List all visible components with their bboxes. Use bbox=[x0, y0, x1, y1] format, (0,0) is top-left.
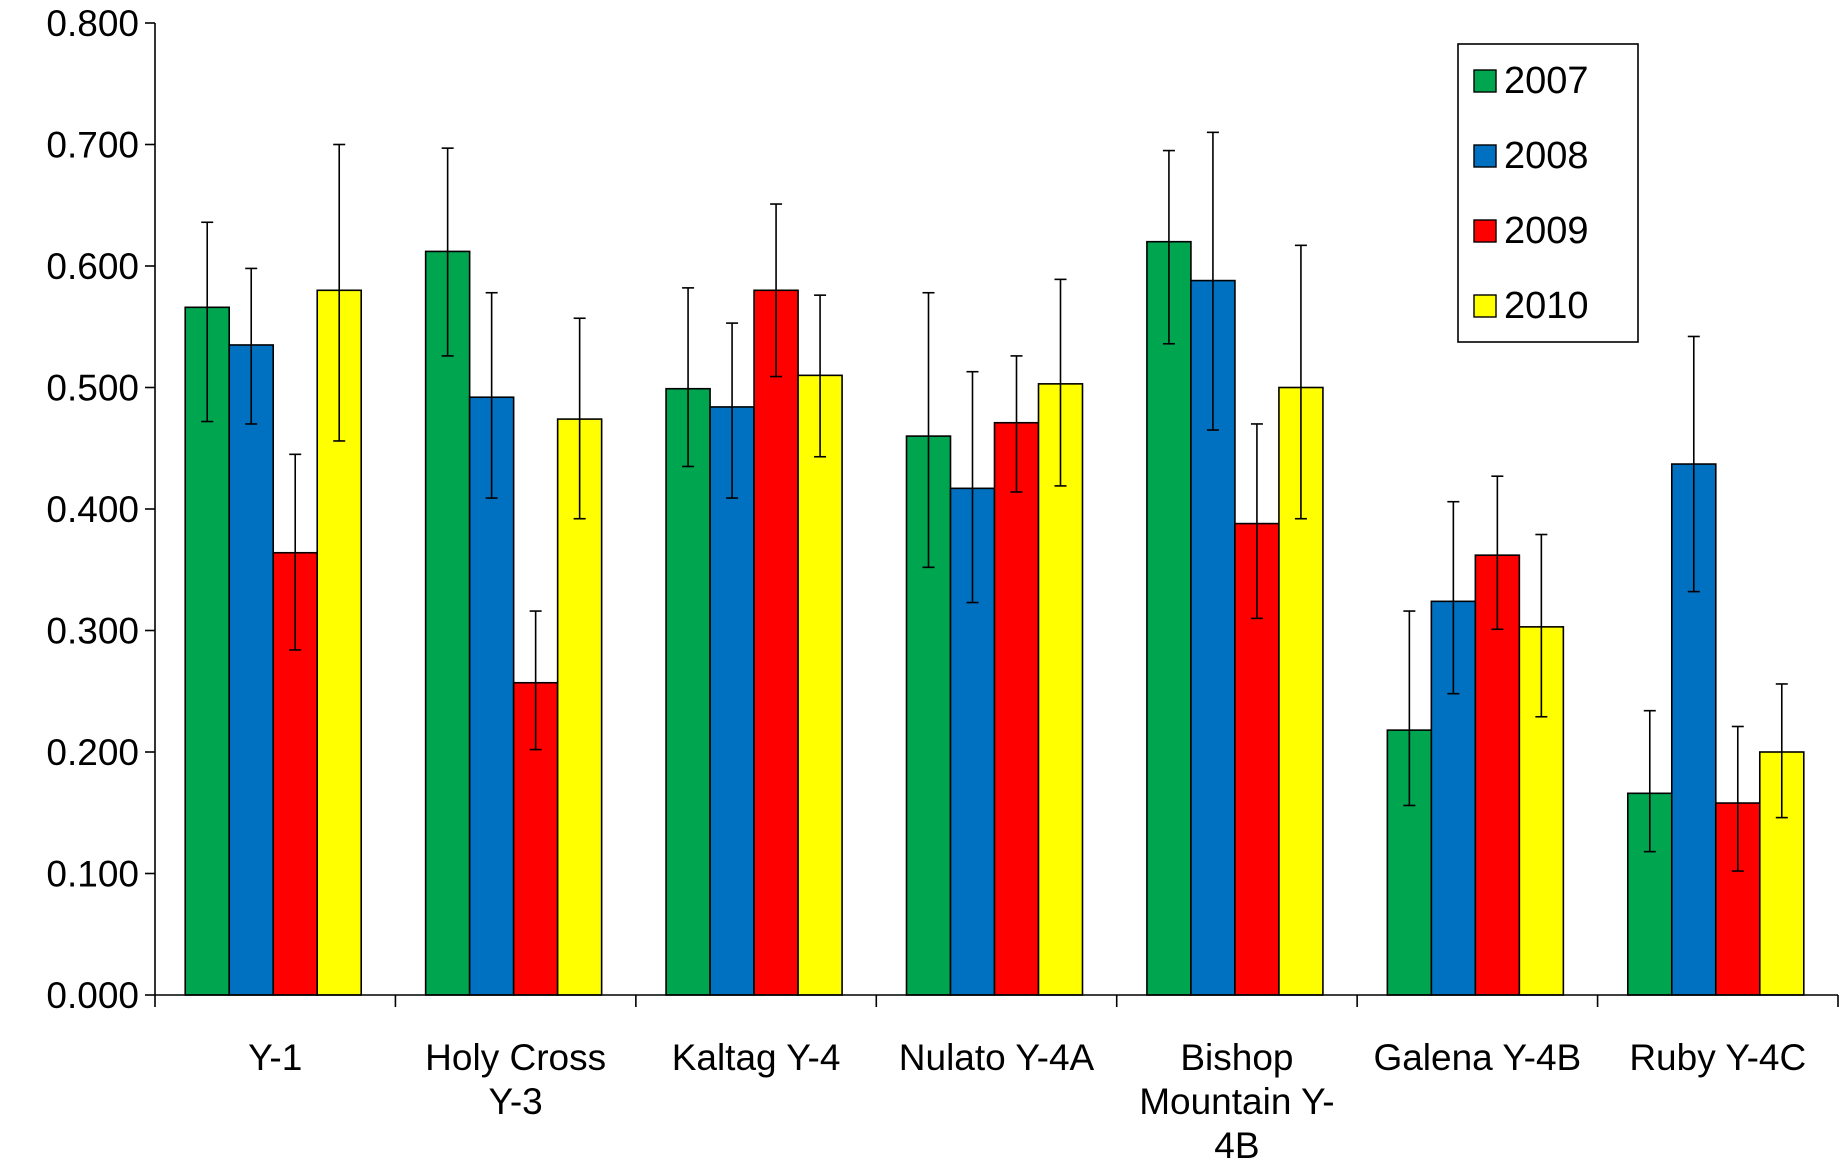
bar-2010-2 bbox=[797, 374, 843, 996]
bars-layer bbox=[184, 240, 1805, 996]
category-label-0: Y-1 bbox=[248, 1037, 302, 1078]
category-label-line: Mountain Y- bbox=[1139, 1081, 1334, 1122]
bar-2007-1 bbox=[424, 250, 471, 996]
y-tick-label: 0.200 bbox=[46, 732, 139, 773]
category-label-line: 4B bbox=[1214, 1125, 1259, 1166]
y-tick-label: 0.100 bbox=[46, 854, 139, 895]
category-label-line: Holy Cross bbox=[425, 1037, 606, 1078]
legend-label-2009: 2009 bbox=[1504, 210, 1589, 252]
category-label-4: Bishop Mountain Y-4B bbox=[1139, 1037, 1334, 1166]
y-tick-label: 0.500 bbox=[46, 368, 139, 409]
category-label-5: Galena Y-4B bbox=[1373, 1037, 1581, 1078]
legend-swatch-2007 bbox=[1473, 69, 1497, 93]
y-tick-label: 0.800 bbox=[46, 3, 139, 44]
category-label-line: Nulato Y-4A bbox=[899, 1037, 1095, 1078]
legend: 2007 2008 2009 2010 bbox=[1457, 43, 1639, 343]
legend-swatch-2008 bbox=[1473, 144, 1497, 168]
category-label-line: Bishop bbox=[1180, 1037, 1293, 1078]
category-label-6: Ruby Y-4C bbox=[1629, 1037, 1806, 1078]
category-label-line: Y-3 bbox=[489, 1081, 543, 1122]
x-category-labels: Y-1 Holy Cross Y-3 Kaltag Y-4 Nulato Y-4A Bis… bbox=[248, 1037, 1806, 1166]
legend-box bbox=[1457, 43, 1639, 343]
error-bars-layer bbox=[201, 131, 1788, 872]
category-label-line: Y-1 bbox=[248, 1037, 302, 1078]
legend-swatch-2009 bbox=[1473, 219, 1497, 243]
y-tick-labels: 0.000 0.100 0.200 0.300 0.400 0.500 0.600 0.700… bbox=[46, 3, 139, 1016]
category-label-line: Ruby Y-4C bbox=[1629, 1037, 1806, 1078]
y-tick-label: 0.300 bbox=[46, 611, 139, 652]
bar-2009-2 bbox=[753, 289, 799, 996]
bar-2010-5 bbox=[1518, 626, 1565, 996]
y-tick-label: 0.000 bbox=[46, 975, 139, 1016]
bar-2008-0 bbox=[228, 344, 275, 996]
category-label-2: Kaltag Y-4 bbox=[672, 1037, 841, 1078]
legend-label-2008: 2008 bbox=[1504, 135, 1589, 177]
y-tick-label: 0.700 bbox=[46, 125, 139, 166]
legend-label-2007: 2007 bbox=[1504, 60, 1589, 102]
category-label-1: Holy Cross Y-3 bbox=[425, 1037, 606, 1122]
axes-layer bbox=[145, 22, 1839, 1007]
y-tick-label: 0.400 bbox=[46, 489, 139, 530]
bar-2007-2 bbox=[665, 387, 711, 996]
legend-swatch-2010 bbox=[1473, 294, 1497, 318]
y-tick-label: 0.600 bbox=[46, 246, 139, 287]
bar-2009-3 bbox=[993, 421, 1040, 996]
bar-2007-4 bbox=[1146, 240, 1192, 996]
category-label-3: Nulato Y-4A bbox=[899, 1037, 1095, 1078]
legend-label-2010: 2010 bbox=[1504, 285, 1589, 327]
category-label-line: Galena Y-4B bbox=[1373, 1037, 1581, 1078]
category-label-line: Kaltag Y-4 bbox=[672, 1037, 841, 1078]
